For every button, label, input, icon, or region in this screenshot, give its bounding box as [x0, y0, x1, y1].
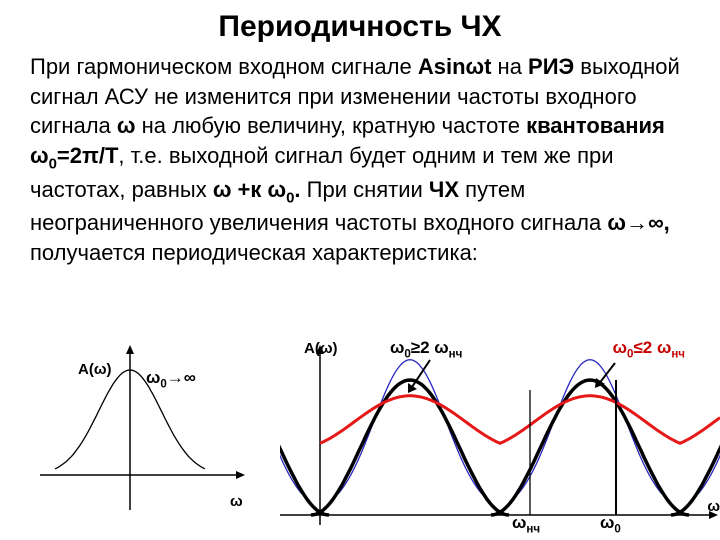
left-annotation: ω0→∞	[146, 368, 196, 390]
slide-title: Периодичность ЧХ	[30, 10, 690, 44]
tick-wn: ωнч	[512, 513, 540, 535]
right-x-label: ω	[707, 498, 720, 515]
left-chart	[20, 340, 260, 530]
legend-le: ω0≤2 ωнч	[613, 338, 685, 360]
right-chart	[280, 335, 720, 540]
legend-ge: ω0≥2 ωнч	[390, 338, 462, 360]
tick-w0: ω0	[600, 513, 621, 535]
left-x-label: ω	[230, 493, 243, 510]
left-y-label: А(ω)	[78, 361, 112, 378]
body-paragraph: При гармоническом входном сигнале Asinωt…	[30, 52, 690, 268]
right-y-label: А(ω)	[304, 340, 338, 357]
charts-area: А(ω) ω ω0→∞ А(ω) ω ω0≥2 ωнч ω0≤2 ωнч ωнч…	[0, 320, 720, 540]
